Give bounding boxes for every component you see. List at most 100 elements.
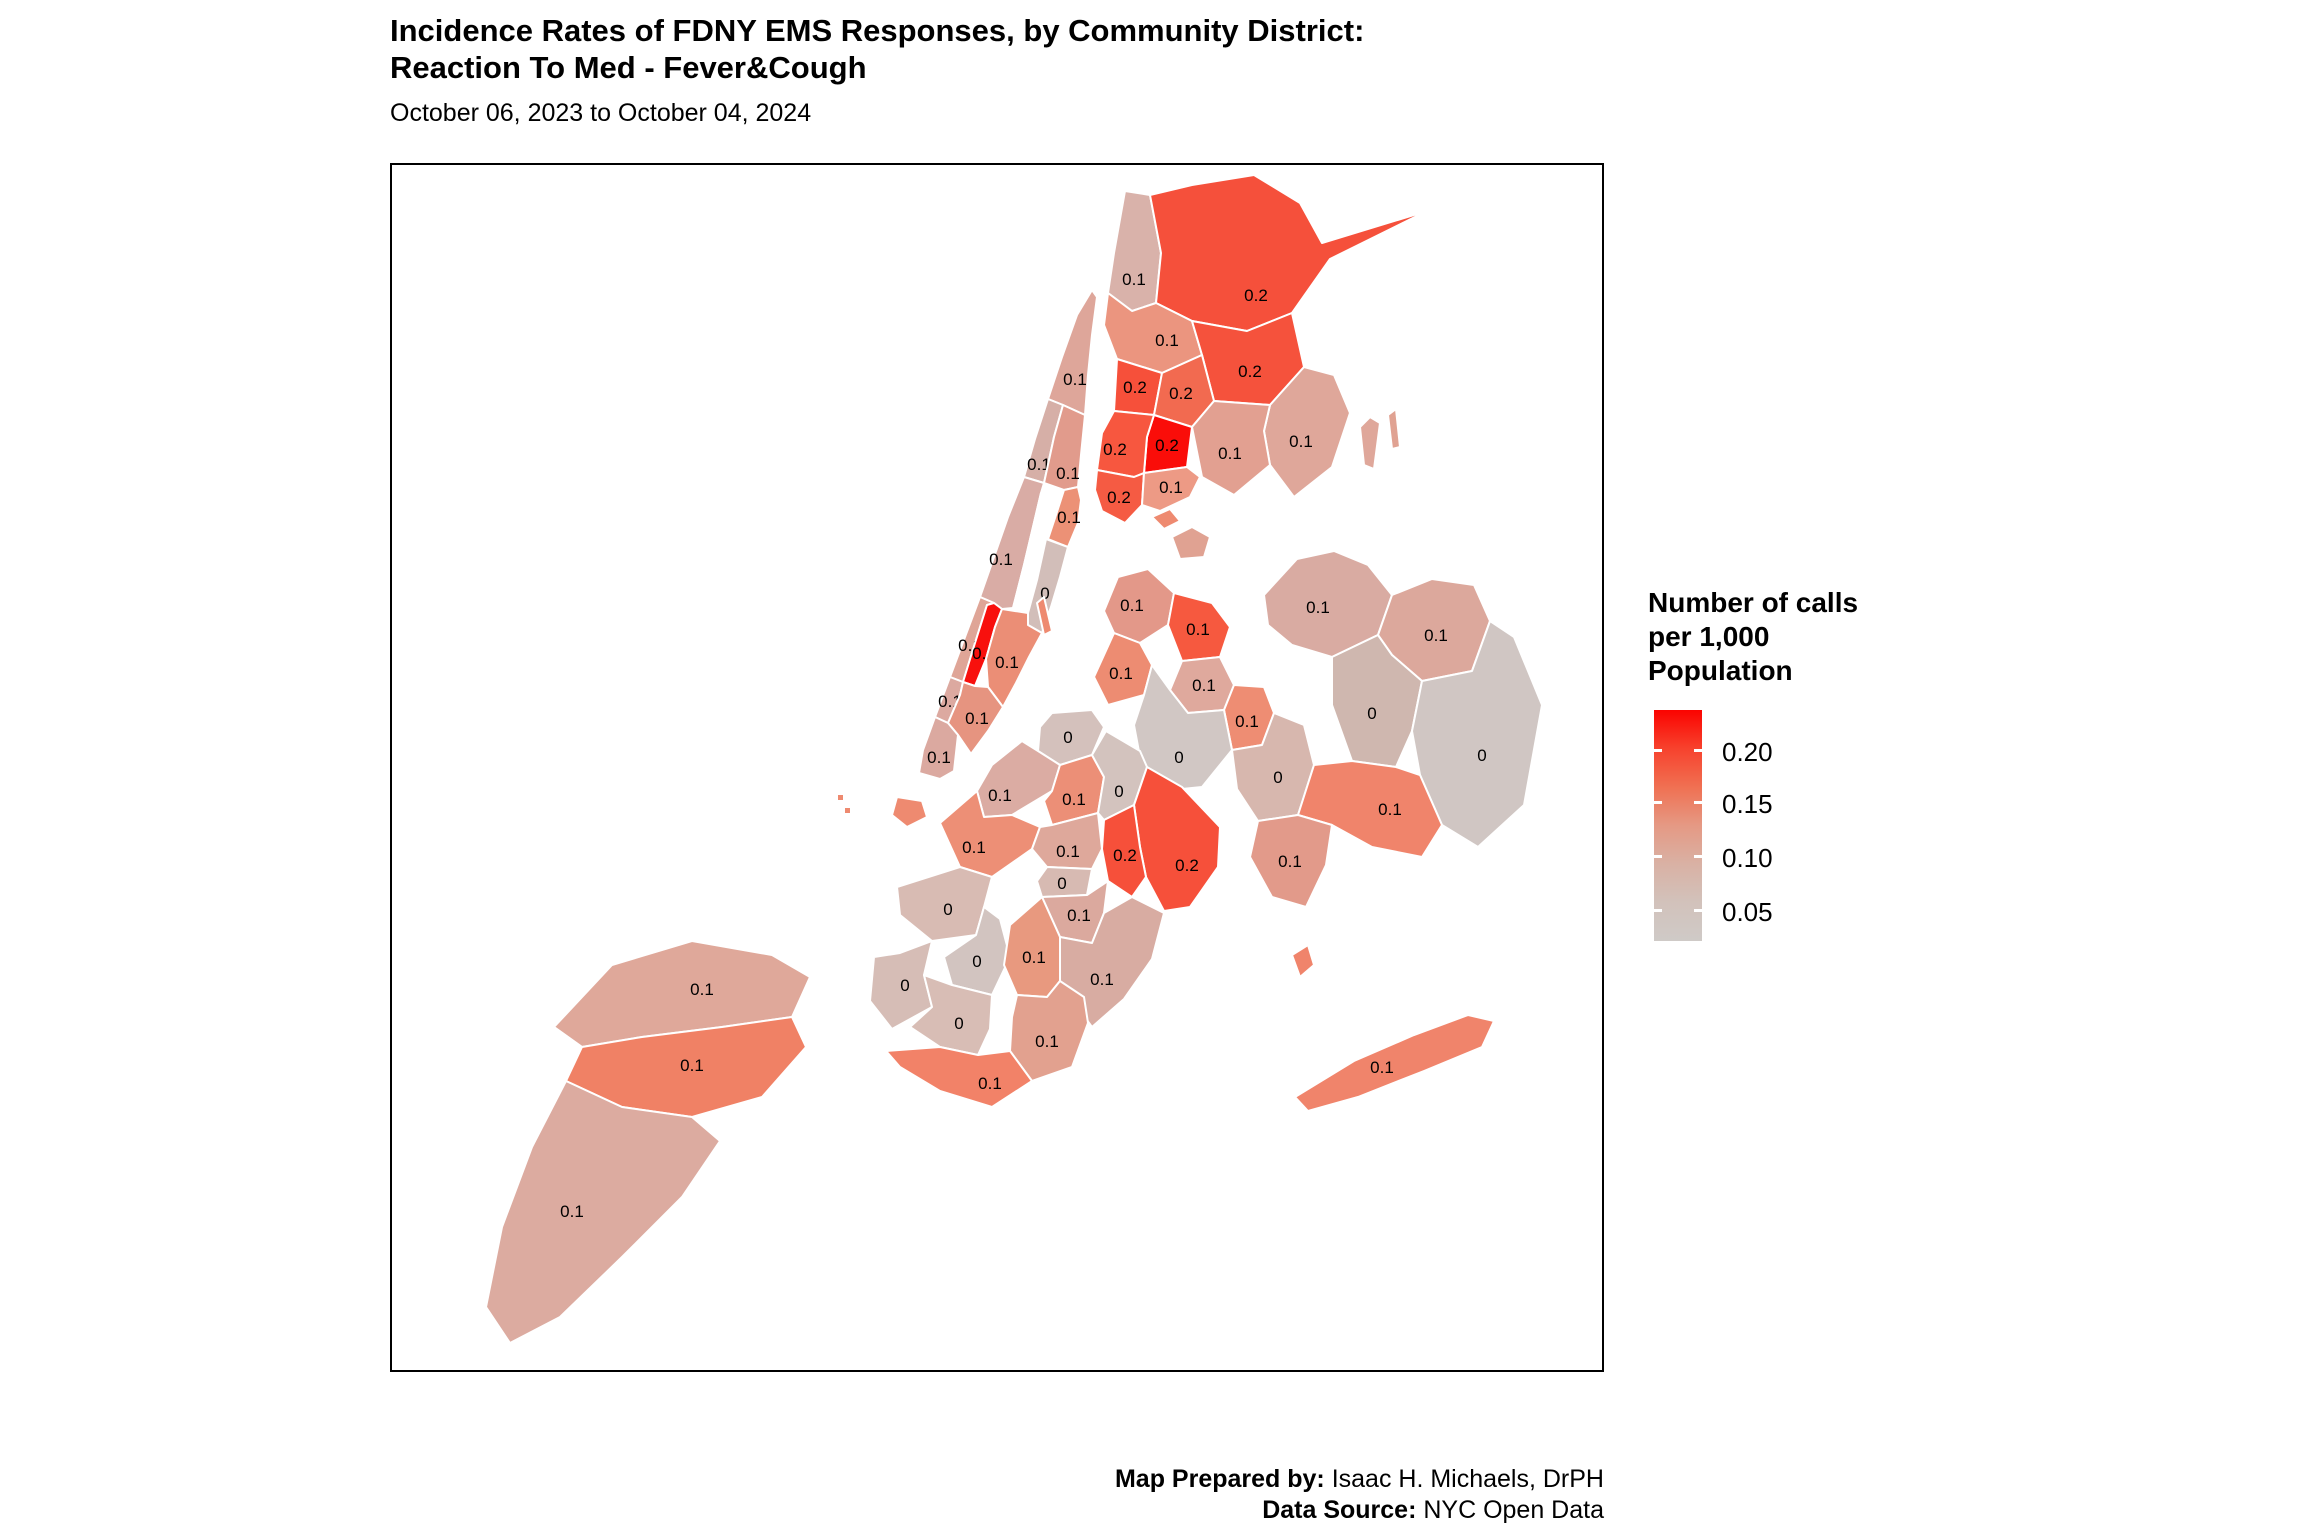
district-si03: 0.1 [485, 1080, 721, 1344]
legend-tickmark [1694, 749, 1702, 752]
page-subtitle: October 06, 2023 to October 04, 2024 [390, 99, 812, 127]
legend-gradient-bar [1654, 710, 1702, 941]
district-mn12: 0.1 [1047, 289, 1098, 416]
district-shape-bk12 [943, 906, 1011, 996]
district-qn03: 0.1 [1167, 592, 1231, 662]
district-label-bk17: 0.1 [1067, 906, 1091, 925]
district-shape-bx01 [1094, 469, 1145, 524]
district-label-qn12: 0.1 [1378, 800, 1402, 819]
district-label-bk11: 0 [954, 1014, 963, 1033]
roosevelt-island [1036, 596, 1053, 636]
district-label-bx10: 0.1 [1289, 432, 1313, 451]
district-label-bk16: 0.2 [1113, 846, 1137, 865]
district-label-qn14: 0.1 [1370, 1058, 1394, 1077]
district-label-bx03: 0.2 [1155, 436, 1179, 455]
district-label-bx09: 0.1 [1218, 444, 1242, 463]
footer-prepared-by: Map Prepared by: Isaac H. Michaels, DrPH [1115, 1464, 1604, 1495]
district-shape-qn13 [1411, 620, 1543, 848]
district-label-mn03: 0.1 [965, 709, 989, 728]
district-bk08: 0.1 [1031, 812, 1103, 870]
liberty-island [843, 806, 852, 815]
hart-island [1387, 408, 1401, 450]
district-label-bx07: 0.1 [1155, 331, 1179, 350]
legend-tickmark [1654, 801, 1662, 804]
district-bk13: 0.1 [885, 1046, 1033, 1108]
district-shape-qn12 [1297, 760, 1443, 858]
district-label-qn09: 0 [1273, 768, 1282, 787]
district-shape-bk10 [869, 940, 933, 1030]
footer-prepared-by-value: Isaac H. Michaels, DrPH [1324, 1465, 1604, 1493]
legend-title-line2: per 1,000 [1648, 621, 1770, 652]
district-bk09: 0 [1036, 866, 1093, 898]
footer-data-source-label: Data Source: [1262, 1496, 1417, 1524]
district-shape-bk15 [1009, 980, 1089, 1082]
district-label-bx01: 0.2 [1107, 488, 1131, 507]
district-shape-mn01 [918, 716, 959, 780]
district-label-bk06: 0.1 [962, 838, 986, 857]
legend-title: Number of calls per 1,000 Population [1648, 586, 1858, 688]
district-shape-bk16 [1101, 804, 1147, 898]
title-line1: Incidence Rates of FDNY EMS Responses, b… [390, 13, 1365, 48]
district-label-si02: 0.1 [680, 1056, 704, 1075]
district-shape-bk11 [909, 974, 993, 1056]
district-qn13: 0 [1411, 620, 1543, 848]
legend-title-line1: Number of calls [1648, 587, 1859, 618]
legend-tickmark [1654, 855, 1662, 858]
rikers-island [1151, 508, 1181, 530]
district-bk07: 0 [896, 866, 993, 942]
district-label-bk10: 0 [900, 976, 909, 995]
district-bk12: 0 [943, 906, 1011, 996]
title-line2: Reaction To Med - Fever&Cough [390, 50, 867, 85]
district-label-bk04: 0 [1114, 782, 1123, 801]
district-label-mn10: 0.1 [1056, 464, 1080, 483]
district-bx04: 0.2 [1096, 410, 1155, 478]
district-label-si01: 0.1 [690, 980, 714, 999]
district-label-mn11: 0.1 [1057, 508, 1081, 527]
footer-data-source: Data Source: NYC Open Data [1115, 1495, 1604, 1526]
district-qn02: 0.1 [1093, 632, 1153, 706]
district-bk18: 0.1 [1059, 896, 1165, 1028]
district-shape-bk08 [1031, 812, 1103, 870]
district-label-qn02: 0.1 [1109, 664, 1133, 683]
district-label-qn08: 0 [1367, 704, 1376, 723]
district-label-bx05: 0.2 [1123, 378, 1147, 397]
district-si01: 0.1 [553, 940, 811, 1048]
governors-island [891, 796, 928, 828]
district-label-mn07: 0.1 [989, 550, 1013, 569]
district-label-qn04: 0.1 [1192, 676, 1216, 695]
district-label-mn09: 0.1 [1027, 455, 1051, 474]
district-bk15: 0.1 [1009, 980, 1089, 1082]
district-shape-bk18 [1059, 896, 1165, 1028]
district-label-qn11: 0.1 [1424, 626, 1448, 645]
district-label-bk14: 0.1 [1022, 948, 1046, 967]
district-shape-qn10 [1249, 814, 1333, 908]
city-island [1359, 416, 1381, 470]
district-shape-si03 [485, 1080, 721, 1344]
district-shape-mn06 [985, 608, 1043, 708]
legend-tick-0.05: 0.05 [1722, 897, 1773, 927]
legend-tick-0.20: 0.20 [1722, 737, 1773, 767]
district-label-qn10: 0.1 [1278, 852, 1302, 871]
district-label-si03: 0.1 [560, 1202, 584, 1221]
legend-tickmark [1654, 909, 1662, 912]
district-qn01: 0.1 [1103, 568, 1175, 644]
district-label-mn08: 0 [1040, 584, 1049, 603]
footer-data-source-value: NYC Open Data [1416, 1496, 1604, 1524]
district-label-bk13: 0.1 [978, 1074, 1002, 1093]
footer-prepared-by-label: Map Prepared by: [1114, 1465, 1325, 1493]
district-label-qn01: 0.1 [1120, 596, 1144, 615]
district-label-qn05: 0 [1174, 748, 1183, 767]
district-label-bk08: 0.1 [1056, 842, 1080, 861]
district-label-qn03: 0.1 [1186, 620, 1210, 639]
district-label-mn12: 0.1 [1063, 370, 1087, 389]
legend-tick-0.10: 0.10 [1722, 843, 1773, 873]
map-panel: 0.1 0.1 0.1 0.1 0.1 0 0.1 0.2 0.1 0.1 0.… [390, 163, 1604, 1372]
legend-title-line3: Population [1648, 655, 1793, 686]
district-qn12: 0.1 [1297, 760, 1443, 858]
district-mn03: 0.1 [947, 681, 1004, 755]
footer-credits: Map Prepared by: Isaac H. Michaels, DrPH… [1115, 1464, 1604, 1526]
district-mn01: 0.1 [918, 716, 959, 780]
district-qn14: 0.1 [1294, 1014, 1495, 1112]
district-shape-mn07 [979, 476, 1045, 610]
legend-tickmark [1694, 909, 1702, 912]
